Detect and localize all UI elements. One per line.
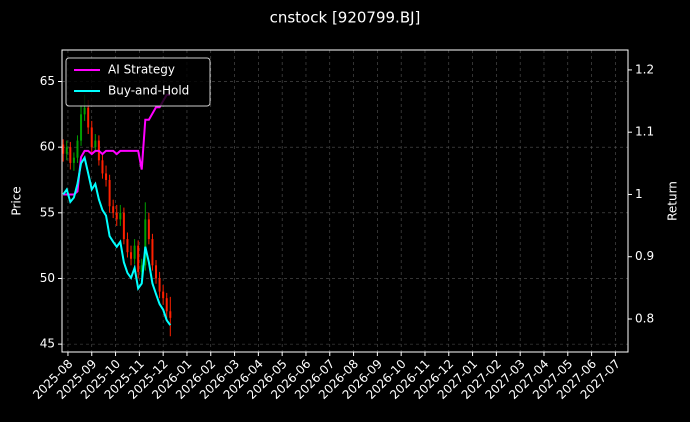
- y2-tick-label: 0.9: [635, 249, 654, 263]
- candle-body: [105, 173, 108, 180]
- line-series: [62, 155, 172, 326]
- chart-title: cnstock [920799.BJ]: [270, 9, 421, 27]
- candle-body: [155, 265, 158, 279]
- legend-label: Buy-and-Hold: [108, 84, 189, 98]
- candle-body: [158, 278, 161, 292]
- y-tick-label: 45: [40, 337, 55, 351]
- candle-body: [162, 291, 165, 299]
- candle-body: [87, 107, 90, 128]
- line-series: [63, 93, 171, 196]
- candle-body: [126, 239, 129, 253]
- candle-body: [115, 212, 118, 220]
- candle-body: [108, 179, 111, 207]
- candle-body: [147, 219, 150, 240]
- candle-body: [151, 239, 154, 266]
- candle-body: [169, 311, 172, 318]
- y2-tick-label: 1.1: [635, 125, 654, 139]
- candle-body: [83, 107, 86, 115]
- candle-body: [76, 140, 79, 158]
- candle-body: [72, 157, 75, 163]
- candle-body: [122, 212, 125, 240]
- candle-body: [137, 245, 140, 272]
- candle-body: [65, 147, 68, 154]
- y-tick-label: 60: [40, 140, 55, 154]
- candle-body: [90, 127, 93, 148]
- candle-body: [101, 160, 104, 174]
- y2-tick-label: 0.8: [635, 311, 654, 325]
- plot-frame: [61, 49, 629, 353]
- candle-body: [144, 219, 147, 266]
- candle-body: [140, 265, 143, 272]
- candle-body: [165, 298, 168, 312]
- y2-axis-label: Return: [666, 181, 680, 221]
- y-axis-label: Price: [10, 186, 24, 215]
- legend-box: [65, 57, 211, 107]
- candle-body: [133, 245, 136, 259]
- y2-tick-label: 1: [635, 187, 643, 201]
- y2-tick-label: 1.2: [635, 62, 654, 76]
- legend-label: AI Strategy: [108, 63, 175, 77]
- y-tick-label: 65: [40, 74, 55, 88]
- candle-body: [112, 206, 115, 213]
- y-tick-label: 55: [40, 205, 55, 219]
- candle-body: [130, 252, 133, 259]
- candle-body: [80, 114, 83, 141]
- candle-body: [62, 144, 65, 154]
- candle-body: [69, 147, 72, 163]
- y-tick-label: 50: [40, 271, 55, 285]
- candle-body: [119, 212, 122, 220]
- candle-body: [94, 140, 97, 148]
